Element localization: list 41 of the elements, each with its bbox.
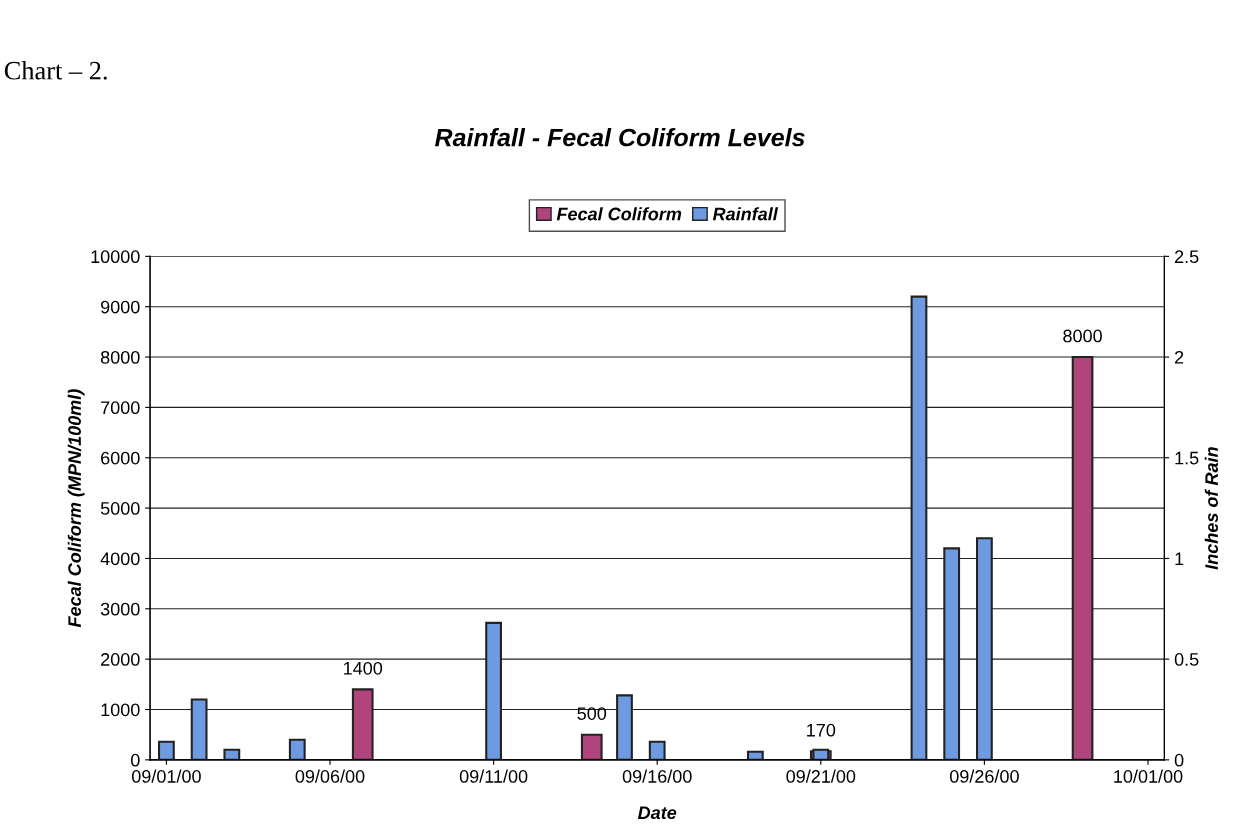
data-label: 8000 (1063, 329, 1102, 343)
data-label: 170 (807, 723, 836, 737)
y2-tick-label: 1 (1175, 552, 1184, 565)
x-tick-label: 09/16/00 (622, 769, 692, 783)
x-tick-label: 09/01/00 (131, 769, 201, 783)
bar (158, 740, 175, 760)
chart-title: Rainfall - Fecal Coliform Levels (434, 128, 805, 147)
y2-tick-label: 2 (1174, 350, 1184, 364)
y2-tick-label: 0.5 (1174, 653, 1199, 666)
y2-axis-title: Inches of Rain (1204, 447, 1218, 570)
y-tick-label: 5000 (100, 502, 140, 515)
legend-label: Fecal Coliform (556, 207, 682, 221)
x-axis-title: Date (637, 806, 677, 820)
x-tick-label: 10/01/00 (1114, 769, 1183, 783)
y-tick-label: 10000 (91, 250, 140, 264)
bar (223, 748, 241, 760)
text: Chart – 2. (4, 61, 107, 80)
y-tick-label: 6000 (101, 451, 140, 465)
data-label: 500 (577, 707, 607, 720)
x-tick-label: 09/11/00 (459, 769, 528, 783)
y-tick-label: 0 (130, 753, 140, 767)
y-tick-label: 7000 (101, 401, 140, 415)
x-tick-label: 09/26/00 (949, 769, 1019, 783)
y2-tick-label: 1.5 (1175, 451, 1199, 465)
legend-label: Rainfall (712, 207, 779, 221)
y2-tick-label: 0 (1174, 753, 1184, 767)
y-tick-label: 8000 (100, 350, 140, 364)
y2-tick-label: 2.5 (1174, 250, 1199, 264)
x-tick-label: 09/06/00 (295, 769, 365, 783)
bar (746, 750, 764, 760)
bar (648, 740, 666, 760)
y-tick-label: 1000 (101, 703, 140, 717)
y-tick-label: 4000 (100, 552, 140, 566)
y-axis-title: Fecal Coliform (MPN/100ml) (67, 389, 85, 628)
x-tick-label: 09/21/00 (786, 769, 856, 783)
data-label: 1400 (344, 661, 383, 675)
y-tick-label: 2000 (101, 653, 140, 666)
bar (288, 738, 306, 760)
y-tick-label: 9000 (101, 300, 140, 314)
y-tick-label: 3000 (100, 602, 140, 616)
bar (580, 733, 603, 760)
